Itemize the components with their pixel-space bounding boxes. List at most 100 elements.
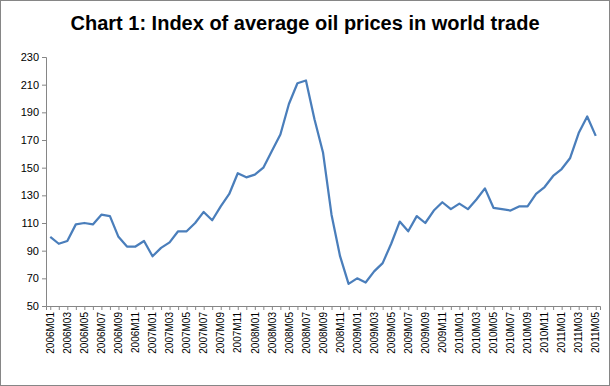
x-tick-label: 2008M01 (250, 312, 261, 354)
x-tick-mark (536, 306, 537, 310)
y-tick-label: 130 (21, 189, 39, 201)
x-tick-mark (280, 306, 281, 310)
x-tick-mark (391, 306, 392, 310)
x-tick-mark (263, 306, 264, 310)
x-tick: 2007M11 (232, 306, 243, 353)
y-tick-label: 190 (21, 106, 39, 118)
series-line (50, 81, 595, 284)
x-tick-mark (323, 306, 324, 310)
x-tick-mark (511, 306, 512, 310)
chart-border (1, 1, 610, 386)
x-tick (229, 306, 230, 310)
x-tick-label: 2008M09 (318, 312, 329, 354)
title: Chart 1: Index of average oil prices in … (70, 12, 539, 34)
x-tick-mark (221, 306, 222, 310)
x-tick: 2006M11 (130, 306, 141, 353)
y-axis-line (42, 58, 47, 307)
x-tick (570, 306, 571, 310)
y-tick: 210 (21, 79, 46, 91)
x-tick-mark (161, 306, 162, 310)
x-tick: 2009M01 (352, 306, 363, 354)
y-tick: 50 (27, 300, 46, 312)
x-tick-mark (127, 306, 128, 310)
x-tick (59, 306, 60, 310)
x-tick-mark (545, 306, 546, 310)
x-tick-mark (84, 306, 85, 310)
x-tick-mark (229, 306, 230, 310)
x-tick-label: 2007M07 (198, 312, 209, 354)
x-tick-mark (383, 306, 384, 310)
x-tick: 2008M07 (301, 306, 312, 354)
x-tick (553, 306, 554, 310)
y-tick-mark (42, 57, 46, 58)
x-tick-mark (493, 306, 494, 310)
x-tick: 2010M09 (522, 306, 533, 354)
x-tick (161, 306, 162, 310)
x-tick: 2011M03 (573, 306, 584, 353)
x-tick-label: 2008M11 (335, 312, 346, 353)
x-tick-label: 2010M01 (454, 312, 465, 354)
x-tick-label: 2007M11 (232, 312, 243, 353)
x-tick-mark (238, 306, 239, 310)
y-tick: 70 (27, 272, 46, 284)
x-tick-mark (212, 306, 213, 310)
x-tick-mark (50, 306, 51, 310)
x-tick-label: 2006M01 (45, 312, 56, 354)
y-tick-label: 150 (21, 162, 39, 174)
y-axis: 507090110130150170190210230 (21, 51, 47, 312)
x-tick: 2010M05 (488, 306, 499, 354)
x-tick: 2009M05 (386, 306, 397, 354)
x-tick-mark (425, 306, 426, 310)
x-tick-mark (587, 306, 588, 310)
x-tick-label: 2008M03 (267, 312, 278, 354)
x-tick-mark (289, 306, 290, 310)
x-tick-mark (67, 306, 68, 310)
y-tick-label: 70 (27, 272, 39, 284)
x-tick (587, 306, 588, 310)
x-tick (468, 306, 469, 310)
x-tick-label: 2009M07 (403, 312, 414, 354)
x-tick: 2007M09 (215, 306, 226, 354)
x-tick-mark (332, 306, 333, 310)
y-tick-mark (42, 306, 46, 307)
x-tick-mark (153, 306, 154, 310)
x-tick-mark (451, 306, 452, 310)
x-tick: 2007M07 (198, 306, 209, 354)
x-tick-mark (476, 306, 477, 310)
x-tick-mark (144, 306, 145, 310)
x-tick-mark (306, 306, 307, 310)
x-tick-mark (118, 306, 119, 310)
x-tick-mark (366, 306, 367, 310)
x-tick-label: 2008M07 (301, 312, 312, 354)
x-tick-label: 2006M09 (113, 312, 124, 354)
x-tick (93, 306, 94, 310)
x-tick-mark (434, 306, 435, 310)
x-tick-mark (246, 306, 247, 310)
x-tick-mark (297, 306, 298, 310)
x-tick-label: 2010M11 (539, 312, 550, 353)
x-tick: 2008M11 (335, 306, 346, 353)
y-tick-mark (42, 112, 46, 113)
x-tick (178, 306, 179, 310)
x-tick (110, 306, 111, 310)
x-tick: 2008M05 (284, 306, 295, 354)
y-tick: 190 (21, 106, 46, 118)
x-tick (314, 306, 315, 310)
x-tick: 2010M03 (471, 306, 482, 354)
x-tick-mark (340, 306, 341, 310)
y-tick-label: 210 (21, 79, 39, 91)
x-tick-mark (596, 306, 597, 310)
x-tick-mark (110, 306, 111, 310)
y-tick-mark (42, 195, 46, 196)
x-tick (400, 306, 401, 310)
x-tick-label: 2007M03 (164, 312, 175, 354)
x-tick-mark (349, 306, 350, 310)
x-tick-mark (442, 306, 443, 310)
x-tick: 2007M03 (164, 306, 175, 354)
plot-area (50, 81, 595, 284)
chart: Chart 1: Index of average oil prices in … (0, 0, 610, 386)
x-tick-mark (255, 306, 256, 310)
x-tick-label: 2006M07 (96, 312, 107, 354)
x-tick (332, 306, 333, 310)
y-tick-mark (42, 140, 46, 141)
